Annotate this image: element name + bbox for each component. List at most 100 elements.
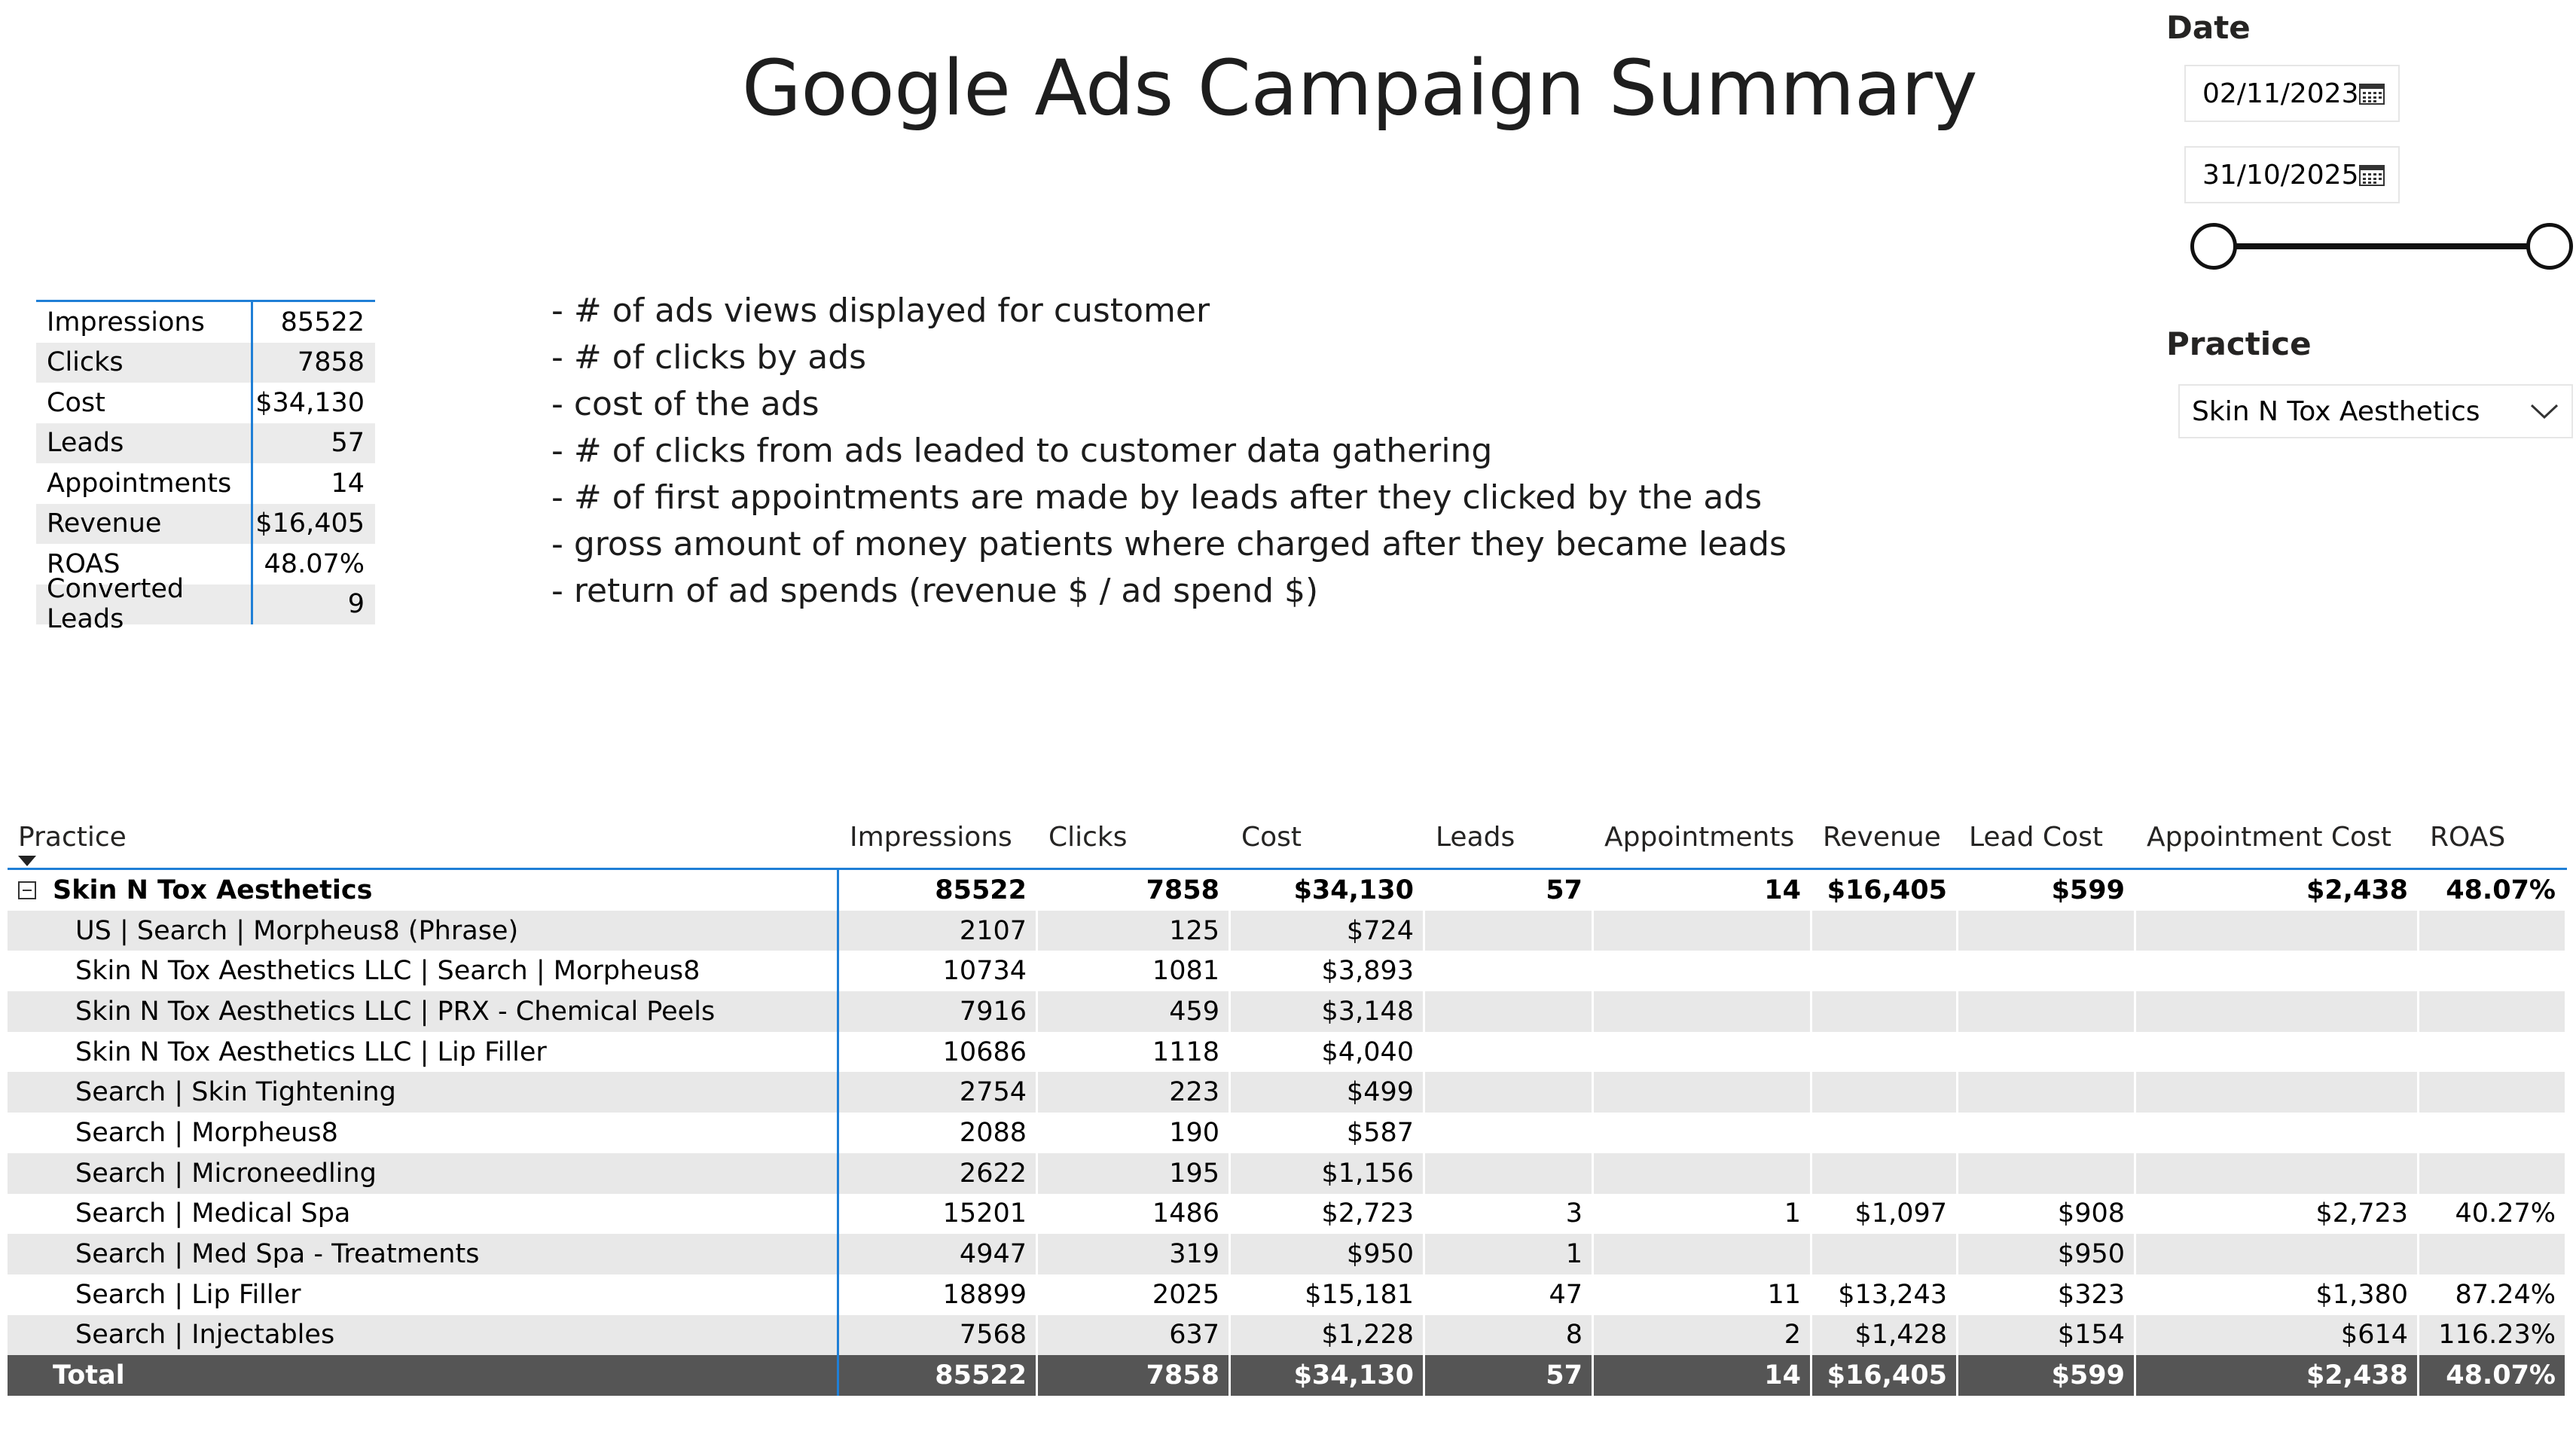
table-cell — [1594, 1072, 1812, 1113]
table-row[interactable]: Skin N Tox Aesthetics LLC | Search | Mor… — [8, 951, 2567, 992]
table-row[interactable]: US | Search | Morpheus8 (Phrase) 2107 125 $… — [8, 910, 2567, 951]
table-cell: $2,438 — [2136, 870, 2419, 911]
practice-dropdown[interactable]: Skin N Tox Aesthetics — [2178, 384, 2573, 438]
summary-value: 9 — [347, 589, 365, 620]
table-cell — [2419, 1152, 2567, 1194]
table-row[interactable]: Skin N Tox Aesthetics 85522 7858 $34,130 57 1… — [8, 870, 2567, 911]
table-row[interactable]: Search | Med Spa - Treatments 4947 319 $950… — [8, 1234, 2567, 1274]
table-cell: 57 — [1425, 870, 1594, 911]
column-header[interactable]: Cost — [1241, 821, 1302, 853]
table-cell — [1958, 951, 2136, 992]
table-cell: 7858 — [1038, 870, 1231, 911]
table-row[interactable]: Search | Lip Filler 18899 2025 $15,181 47 11 $… — [8, 1274, 2567, 1315]
row-label: Search | Lip Filler — [8, 1274, 839, 1315]
row-label: Total — [8, 1355, 839, 1396]
table-cell: $950 — [1231, 1234, 1425, 1274]
row-label: Skin N Tox Aesthetics — [8, 870, 839, 911]
table-header: Practice Impressions Clicks Cost Leads Appoin… — [8, 806, 2567, 870]
metric-description: - # of first appointments are made by le… — [551, 478, 1763, 517]
table-cell — [1812, 910, 1958, 951]
table-cell: 3 — [1425, 1193, 1594, 1235]
summary-label: Clicks — [36, 342, 253, 383]
table-cell — [1812, 951, 1958, 992]
row-label: Search | Medical Spa — [8, 1193, 839, 1235]
row-label: Skin N Tox Aesthetics LLC | PRX - Chemic… — [8, 991, 839, 1032]
table-cell: 190 — [1038, 1113, 1231, 1153]
table-cell: 1486 — [1038, 1193, 1231, 1235]
summary-row: Clicks 7858 — [36, 342, 375, 383]
table-cell — [1812, 1072, 1958, 1113]
table-cell: 2025 — [1038, 1274, 1231, 1315]
table-row[interactable]: Search | Skin Tightening 2754 223 $499 — [8, 1072, 2567, 1113]
table-cell: 2107 — [839, 910, 1038, 951]
date-start-input[interactable]: 02/11/2023 — [2184, 65, 2400, 122]
summary-label: ROAS — [36, 544, 253, 585]
column-header[interactable]: Appointments — [1604, 821, 1795, 853]
table-cell — [2419, 1113, 2567, 1153]
summary-row: Leads 57 — [36, 423, 375, 463]
table-cell — [1594, 1152, 1812, 1194]
table-body: Skin N Tox Aesthetics 85522 7858 $34,130 57 1… — [8, 870, 2567, 1396]
table-cell: $1,380 — [2136, 1274, 2419, 1315]
collapse-icon[interactable] — [18, 881, 36, 899]
table-cell — [2419, 1234, 2567, 1274]
table-row[interactable]: Search | Medical Spa 15201 1486 $2,723 3 1 $1,… — [8, 1193, 2567, 1235]
practice-slicer-label: Practice — [2166, 325, 2312, 362]
column-header[interactable]: Practice — [18, 821, 127, 853]
page-title: Google Ads Campaign Summary — [741, 44, 1978, 133]
column-header[interactable]: Revenue — [1823, 821, 1941, 853]
row-label: US | Search | Morpheus8 (Phrase) — [8, 910, 839, 951]
table-cell: 2 — [1594, 1314, 1812, 1356]
table-cell: $34,130 — [1231, 870, 1425, 911]
table-cell: 1 — [1425, 1234, 1594, 1274]
column-header[interactable]: Impressions — [850, 821, 1012, 853]
table-cell — [1812, 1113, 1958, 1153]
table-cell — [2419, 1031, 2567, 1073]
calendar-icon[interactable] — [2359, 163, 2385, 186]
table-cell: $2,438 — [2136, 1355, 2419, 1396]
table-cell — [1594, 1234, 1812, 1274]
table-row[interactable]: Skin N Tox Aesthetics LLC | Lip Filler 10… — [8, 1031, 2567, 1073]
table-row[interactable]: Search | Morpheus8 2088 190 $587 — [8, 1113, 2567, 1153]
table-cell: $3,893 — [1231, 951, 1425, 992]
table-cell: $3,148 — [1231, 991, 1425, 1032]
sort-descending-icon[interactable] — [18, 856, 36, 866]
metric-description: - gross amount of money patients where c… — [551, 525, 1787, 563]
practice-dropdown-value: Skin N Tox Aesthetics — [2192, 395, 2480, 427]
table-cell — [1958, 910, 2136, 951]
column-header[interactable]: Lead Cost — [1969, 821, 2103, 853]
column-header[interactable]: Appointment Cost — [2147, 821, 2391, 853]
table-cell: $1,228 — [1231, 1314, 1425, 1356]
table-row[interactable]: Search | Injectables 7568 637 $1,228 8 2 $1,42… — [8, 1314, 2567, 1356]
date-range-end-handle[interactable] — [2526, 223, 2573, 270]
row-label-text: Search | Skin Tightening — [75, 1077, 396, 1108]
table-cell — [1958, 1152, 2136, 1194]
column-header[interactable]: ROAS — [2430, 821, 2506, 853]
column-header[interactable]: Leads — [1436, 821, 1515, 853]
table-cell: $16,405 — [1812, 870, 1958, 911]
table-cell: 637 — [1038, 1314, 1231, 1356]
table-cell — [1812, 991, 1958, 1032]
table-row[interactable]: Search | Microneedling 2622 195 $1,156 — [8, 1152, 2567, 1194]
date-end-input[interactable]: 31/10/2025 — [2184, 146, 2400, 203]
table-row[interactable]: Total 85522 7858 $34,130 57 14 $16,405 $599 $2,4… — [8, 1355, 2567, 1396]
calendar-icon[interactable] — [2359, 82, 2385, 105]
table-row[interactable]: Skin N Tox Aesthetics LLC | PRX - Chemic… — [8, 991, 2567, 1032]
row-label-text: Search | Injectables — [75, 1320, 335, 1351]
table-cell — [1425, 1072, 1594, 1113]
table-cell — [2419, 991, 2567, 1032]
row-label-text: Skin N Tox Aesthetics — [53, 875, 373, 905]
table-cell: 459 — [1038, 991, 1231, 1032]
table-cell — [2136, 1152, 2419, 1194]
date-range-start-handle[interactable] — [2190, 223, 2237, 270]
table-cell — [1958, 1031, 2136, 1073]
column-header[interactable]: Clicks — [1048, 821, 1128, 853]
table-cell — [2136, 1234, 2419, 1274]
table-cell: 47 — [1425, 1274, 1594, 1315]
table-cell: $13,243 — [1812, 1274, 1958, 1315]
summary-value: $34,130 — [255, 387, 365, 418]
table-cell — [1425, 1113, 1594, 1153]
metric-description: - # of ads views displayed for customer — [551, 292, 1210, 330]
metric-description: - # of clicks from ads leaded to custome… — [551, 432, 1493, 470]
date-range-slider-track[interactable] — [2213, 243, 2549, 249]
